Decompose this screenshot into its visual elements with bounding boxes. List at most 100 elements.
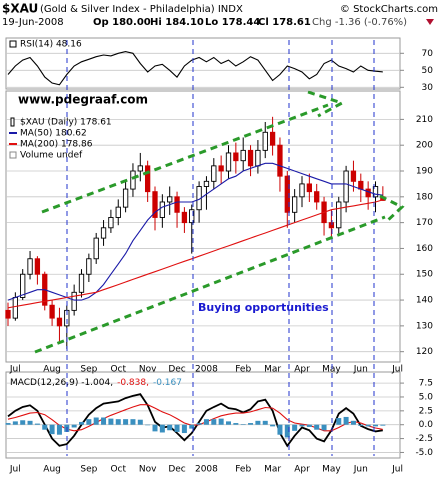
histogram-bar — [167, 424, 173, 431]
y-tick-label: 170 — [416, 218, 433, 228]
legend-entry: $XAU (Daily) 178.61 — [20, 118, 112, 128]
y-tick-label: 150 — [416, 270, 433, 280]
candle-body — [255, 149, 261, 167]
x-tick-label: Dec — [168, 365, 185, 375]
x-tick-label: Sep — [80, 365, 97, 375]
histogram-bar — [358, 424, 364, 426]
channel-arrow — [307, 90, 346, 118]
candle-body — [20, 273, 26, 298]
legend-entry: MA(200) 178.86 — [20, 140, 93, 150]
candle-body — [86, 258, 92, 275]
series-line — [7, 404, 383, 432]
plot-layers: 30 50 70 RSI(14) 48.16 120 130 140 150 160 170 180… — [5, 40, 434, 475]
x-tick-label: Oct — [110, 365, 126, 375]
candle-body — [299, 183, 305, 198]
histogram-bar — [34, 423, 40, 425]
source: © StockCharts.com — [340, 4, 438, 15]
candle-body — [144, 165, 151, 193]
y-tick-label: 5.0 — [419, 392, 434, 402]
y-tick-label: 180 — [416, 192, 433, 202]
series-line — [7, 51, 383, 86]
histogram-bar — [86, 419, 92, 425]
candle-body — [240, 149, 246, 162]
legend-note: Volume undef — [20, 151, 83, 161]
histogram-bar — [373, 424, 378, 427]
x-tick-label: Nov — [139, 465, 157, 475]
candle-body — [93, 237, 99, 260]
y-tick-label: -5.0 — [415, 448, 433, 458]
date: 19-Jun-2008 — [2, 17, 64, 28]
candle-body — [189, 209, 195, 224]
legend-entry: MA(50) 180.62 — [20, 129, 87, 139]
rsi-panel — [5, 37, 401, 90]
legend-entry: RSI(14) 48.16 — [20, 40, 82, 50]
histogram-bar — [93, 417, 99, 425]
y-tick-label: 0.0 — [419, 420, 434, 430]
candle-body — [137, 165, 143, 172]
histogram-bar — [284, 424, 290, 438]
legend-entry: -0.167 — [153, 378, 182, 388]
candle-body — [292, 196, 298, 213]
x-tick-label: Jul — [391, 365, 403, 375]
y-tick-label: 30 — [422, 83, 434, 93]
candle-body — [174, 196, 180, 213]
x-tick-label: Jun — [353, 465, 368, 475]
candle-body — [358, 180, 364, 190]
histogram-bar — [350, 420, 356, 425]
candle-body — [108, 217, 114, 229]
histogram-bar — [196, 423, 202, 425]
histogram-bar — [321, 424, 327, 431]
histogram-bar — [336, 418, 342, 425]
histogram-bar — [218, 418, 224, 425]
candle-body — [203, 180, 210, 187]
x-tick-label: Sep — [80, 465, 97, 475]
histogram-bar — [292, 424, 298, 431]
x-tick-label: Apr — [294, 465, 310, 475]
candle-body — [167, 196, 173, 203]
histogram-bar — [299, 424, 305, 427]
y-tick-label: 200 — [416, 141, 433, 151]
histogram-bar — [343, 416, 349, 425]
y-tick-label: 2.5 — [419, 406, 433, 416]
y-tick-label: 160 — [416, 244, 433, 254]
histogram-bar — [79, 421, 84, 425]
candle-body — [152, 191, 158, 218]
histogram-bar — [152, 424, 158, 432]
histogram-bar — [203, 419, 209, 425]
y-tick-label: 130 — [416, 321, 433, 331]
candle-body — [181, 211, 188, 224]
histogram-bar — [270, 424, 276, 427]
candle-body — [159, 201, 165, 218]
histogram-bar — [181, 424, 187, 434]
legend-entry: -0.838, — [117, 378, 149, 388]
histogram-bar — [262, 420, 268, 425]
x-tick-label: Oct — [110, 465, 126, 475]
series-line — [7, 199, 383, 309]
histogram-bar — [115, 419, 121, 425]
x-tick-label: Jul — [391, 465, 403, 475]
histogram-bar — [137, 419, 143, 425]
candle-body — [328, 222, 335, 229]
histogram-bar — [123, 419, 129, 425]
down-arrow — [426, 19, 434, 25]
price-panel — [5, 90, 401, 363]
candle-body — [5, 309, 11, 319]
histogram-bar — [248, 423, 254, 425]
histogram-bar — [226, 421, 231, 425]
histogram-bar — [130, 419, 136, 425]
x-tick-label: Mar — [264, 465, 281, 475]
x-tick-label: Feb — [235, 465, 251, 475]
candle-body — [115, 206, 121, 218]
annotation: www.pdegraaf.com — [18, 93, 148, 107]
histogram-bar — [365, 424, 371, 427]
legend-swatch — [10, 117, 15, 127]
y-tick-label: 210 — [416, 115, 433, 125]
y-tick-label: 190 — [416, 167, 433, 177]
candle-body — [314, 191, 320, 203]
candle-body — [233, 152, 239, 162]
x-tick-label: 2008 — [195, 365, 218, 375]
x-tick-label: Jul — [9, 365, 21, 375]
macd-panel — [5, 371, 401, 459]
